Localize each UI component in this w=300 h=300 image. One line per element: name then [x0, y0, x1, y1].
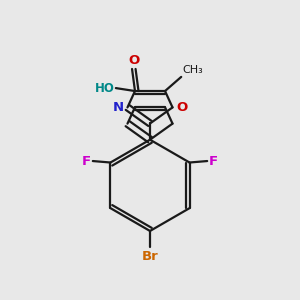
Text: O: O	[128, 54, 140, 67]
Text: F: F	[209, 154, 218, 167]
Text: N: N	[112, 101, 124, 114]
Text: Br: Br	[142, 250, 158, 262]
Text: O: O	[176, 101, 188, 114]
Text: HO: HO	[94, 82, 114, 94]
Text: CH₃: CH₃	[183, 65, 203, 75]
Text: F: F	[82, 154, 91, 167]
